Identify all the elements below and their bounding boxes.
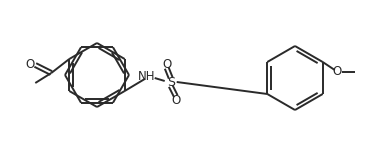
Text: O: O — [25, 58, 35, 70]
Text: O: O — [332, 66, 341, 78]
Text: S: S — [167, 76, 175, 88]
Text: O: O — [162, 58, 171, 70]
Text: NH: NH — [138, 70, 156, 84]
Text: O: O — [171, 94, 180, 106]
